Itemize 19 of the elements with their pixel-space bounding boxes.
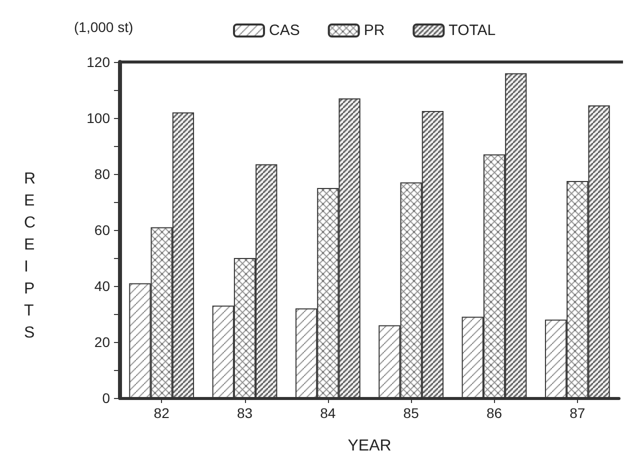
x-tick-label: 82 bbox=[154, 405, 170, 421]
y-axis-title: RECEIPTS bbox=[24, 170, 36, 342]
y-tick-label: 120 bbox=[86, 54, 110, 70]
text: (1,000 st) bbox=[74, 19, 134, 35]
x-tick-label: 84 bbox=[320, 405, 336, 421]
y-tick-label: 40 bbox=[94, 278, 110, 294]
legend-label: PR bbox=[364, 22, 385, 39]
y-tick-label: 80 bbox=[94, 166, 110, 182]
x-tick-label: 87 bbox=[570, 405, 586, 421]
y-tick-label: 20 bbox=[94, 334, 110, 350]
x-tick-label: 86 bbox=[486, 405, 502, 421]
y-tick-label: 100 bbox=[86, 110, 110, 126]
legend-label: CAS bbox=[269, 22, 300, 39]
y-tick-label: 0 bbox=[102, 390, 110, 406]
y-tick-label: 60 bbox=[94, 222, 110, 238]
x-tick-label: 83 bbox=[236, 405, 253, 421]
x-axis-title: YEAR bbox=[348, 438, 392, 454]
legend-label: TOTAL bbox=[448, 22, 496, 39]
x-tick-label: 85 bbox=[403, 405, 420, 421]
